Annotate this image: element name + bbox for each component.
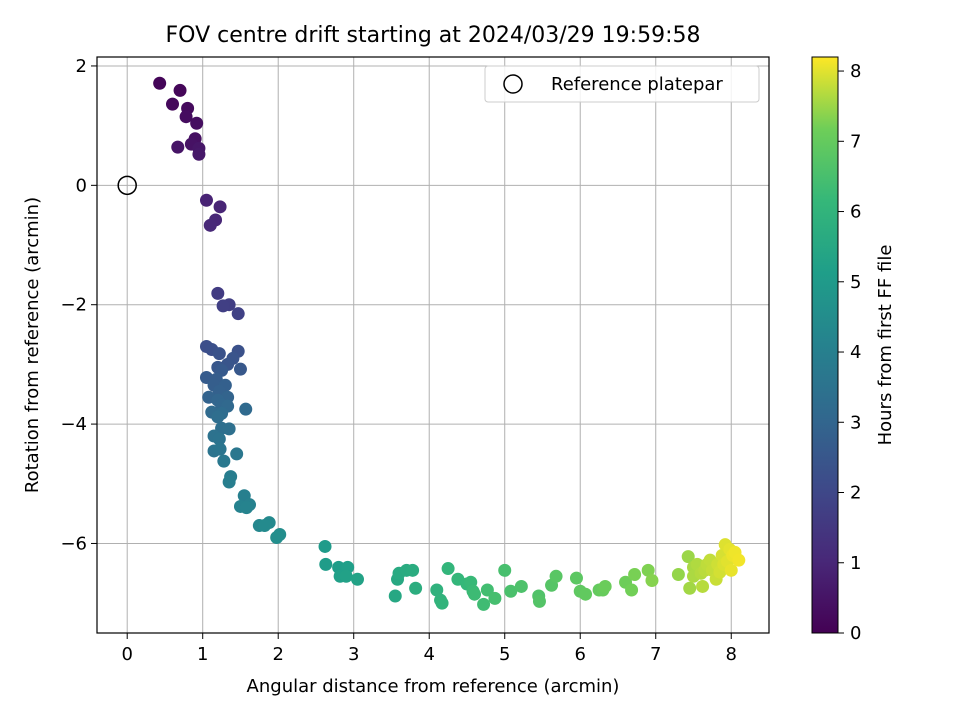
data-point bbox=[213, 200, 227, 214]
y-tick-label: 2 bbox=[76, 56, 87, 77]
data-point bbox=[504, 584, 518, 598]
colorbar-tick-label: 6 bbox=[850, 202, 861, 223]
x-tick-label: 6 bbox=[575, 644, 586, 665]
data-point bbox=[683, 581, 697, 595]
data-point bbox=[628, 568, 642, 582]
data-point bbox=[153, 76, 167, 90]
data-point bbox=[233, 362, 247, 376]
data-point bbox=[569, 571, 583, 585]
x-tick-label: 7 bbox=[650, 644, 661, 665]
data-point bbox=[696, 579, 710, 593]
colorbar-tick-label: 4 bbox=[850, 342, 861, 363]
chart-title: FOV centre drift starting at 2024/03/29 … bbox=[166, 23, 701, 48]
colorbar-ticks: 0 1 2 3 4 5 6 7 8 bbox=[838, 61, 861, 644]
x-tick-label: 8 bbox=[726, 644, 737, 665]
data-point bbox=[532, 594, 546, 608]
data-point bbox=[270, 530, 284, 544]
data-point bbox=[435, 596, 449, 610]
data-point bbox=[645, 573, 659, 587]
colorbar-label: Hours from first FF file bbox=[875, 245, 896, 446]
data-point bbox=[171, 140, 185, 154]
data-point bbox=[231, 307, 245, 321]
data-point bbox=[468, 587, 482, 601]
data-point bbox=[239, 402, 253, 416]
x-tick-label: 4 bbox=[423, 644, 434, 665]
legend-label: Reference platepar bbox=[551, 74, 723, 95]
data-point bbox=[319, 557, 333, 571]
data-point bbox=[641, 563, 655, 577]
x-tick-label: 3 bbox=[348, 644, 359, 665]
data-point bbox=[388, 589, 402, 603]
data-point bbox=[579, 587, 593, 601]
data-point bbox=[179, 110, 193, 124]
y-axis-ticks: 2 0 −2 −4 −6 bbox=[60, 56, 97, 554]
legend: Reference platepar bbox=[484, 65, 760, 103]
x-axis-ticks: 0 1 2 3 4 5 6 7 8 bbox=[121, 633, 737, 665]
y-tick-label: 0 bbox=[76, 175, 87, 196]
y-tick-label: −2 bbox=[60, 295, 87, 316]
data-point bbox=[240, 501, 254, 515]
data-point bbox=[549, 569, 563, 583]
x-tick-label: 0 bbox=[121, 644, 132, 665]
data-point bbox=[625, 583, 639, 597]
legend-box bbox=[484, 65, 760, 103]
data-point bbox=[406, 563, 420, 577]
data-point bbox=[477, 597, 491, 611]
data-point bbox=[173, 83, 187, 97]
legend-marker bbox=[503, 74, 523, 94]
data-point bbox=[488, 591, 502, 605]
x-axis-label: Angular distance from reference (arcmin) bbox=[247, 676, 620, 697]
data-point bbox=[681, 550, 695, 564]
colorbar-tick-label: 7 bbox=[850, 131, 861, 152]
colorbar-tick-label: 5 bbox=[850, 272, 861, 293]
data-point bbox=[480, 583, 494, 597]
data-point bbox=[211, 286, 225, 300]
colorbar-tick-label: 3 bbox=[850, 412, 861, 433]
data-point bbox=[732, 553, 746, 567]
y-tick-label: −4 bbox=[60, 414, 87, 435]
data-point bbox=[671, 568, 685, 582]
reference-marker bbox=[117, 175, 137, 196]
data-points bbox=[153, 76, 746, 611]
data-point bbox=[514, 579, 528, 593]
colorbar: 0 1 2 3 4 5 6 7 8 Hours from first FF file bbox=[811, 56, 896, 644]
data-point bbox=[318, 539, 332, 553]
data-point bbox=[212, 347, 226, 361]
y-axis-label: Rotation from reference (arcmin) bbox=[22, 197, 43, 493]
data-point bbox=[190, 116, 204, 130]
data-point bbox=[166, 97, 180, 111]
data-point bbox=[212, 432, 226, 446]
data-point bbox=[350, 572, 364, 586]
data-point bbox=[216, 299, 230, 313]
data-point bbox=[430, 583, 444, 597]
data-point bbox=[441, 562, 455, 576]
data-point bbox=[230, 447, 244, 461]
data-point bbox=[724, 563, 738, 577]
y-tick-label: −6 bbox=[60, 533, 87, 554]
data-point bbox=[222, 475, 236, 489]
colorbar-tick-label: 2 bbox=[850, 483, 861, 504]
data-point bbox=[192, 147, 206, 161]
x-tick-label: 5 bbox=[499, 644, 510, 665]
colorbar-tick-label: 8 bbox=[850, 61, 861, 82]
plot-frame bbox=[96, 56, 770, 634]
data-point bbox=[222, 422, 236, 436]
data-point bbox=[409, 581, 423, 595]
data-point bbox=[213, 442, 227, 456]
grid bbox=[97, 57, 769, 633]
x-tick-label: 2 bbox=[272, 644, 283, 665]
data-point bbox=[339, 569, 353, 583]
colorbar-gradient bbox=[811, 56, 839, 634]
x-tick-label: 1 bbox=[197, 644, 208, 665]
data-point bbox=[199, 193, 213, 207]
data-point bbox=[498, 563, 512, 577]
data-point bbox=[598, 579, 612, 593]
data-point bbox=[211, 410, 225, 424]
colorbar-tick-label: 0 bbox=[850, 623, 861, 644]
colorbar-tick-label: 1 bbox=[850, 553, 861, 574]
data-point bbox=[203, 218, 217, 232]
data-point bbox=[258, 519, 272, 533]
data-point bbox=[217, 454, 231, 468]
